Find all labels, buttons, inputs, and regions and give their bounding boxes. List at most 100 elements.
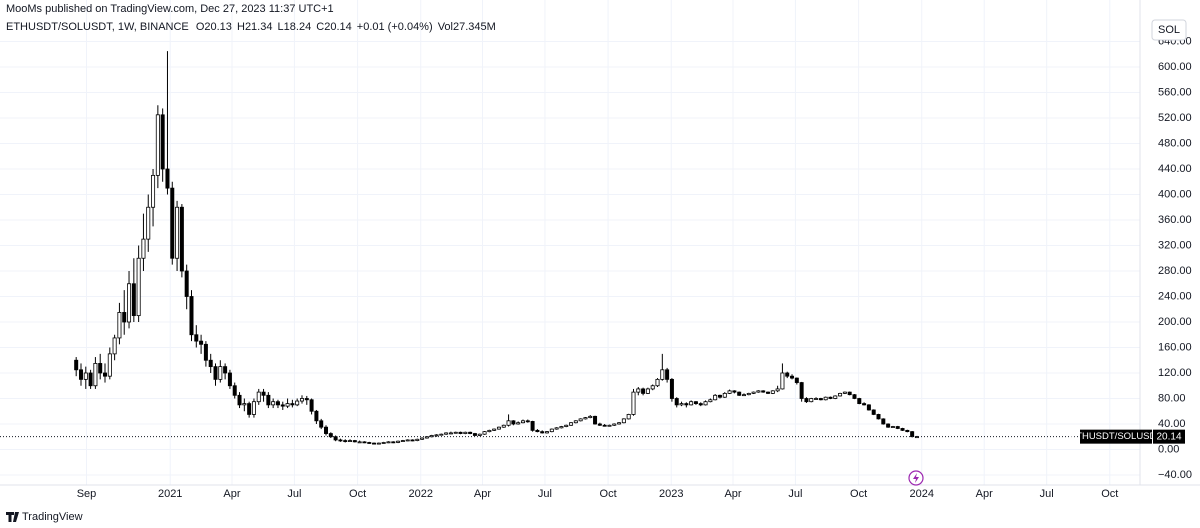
candle-body <box>103 372 108 377</box>
y-tick-label: 160.00 <box>1158 341 1192 353</box>
candle-body <box>453 431 458 434</box>
candle-body <box>573 420 578 424</box>
candle-body <box>602 424 607 427</box>
axes: −40.00 0.00 40.00 80.00 120.00 160.00 200.00 24… <box>0 0 1200 500</box>
candle-body <box>588 415 593 419</box>
candle-body <box>208 359 213 368</box>
candle-body <box>290 403 295 406</box>
candle-body <box>271 401 276 406</box>
candle-body <box>112 337 117 355</box>
high-label: H <box>237 21 245 33</box>
candle-body <box>400 440 405 442</box>
candle-body <box>862 403 867 406</box>
candle-body <box>439 433 444 436</box>
candle-body <box>280 404 285 407</box>
y-tick-label: 480.00 <box>1158 137 1192 149</box>
candle-body <box>314 410 319 422</box>
candle-body <box>910 431 915 438</box>
y-tick-label: 560.00 <box>1158 86 1192 98</box>
y-tick-label: 600.00 <box>1158 61 1192 73</box>
candle-body <box>429 435 434 438</box>
candle-body <box>554 427 559 430</box>
candle-body <box>247 403 252 415</box>
candle-body <box>251 401 256 415</box>
candle-body <box>886 423 891 428</box>
candle-body <box>578 418 583 422</box>
candle-body <box>175 206 180 259</box>
candle-body <box>304 398 309 401</box>
candle-body <box>256 391 261 403</box>
y-tick-label: 80.00 <box>1158 392 1186 404</box>
candle-body <box>732 390 737 393</box>
currency-button-label[interactable]: SOL <box>1158 24 1180 36</box>
price-tag-name: ETHUSDT/SOLUSDT <box>1070 431 1163 442</box>
candle-body <box>333 436 338 441</box>
candle-body <box>626 414 631 420</box>
candle-body <box>448 432 453 435</box>
y-tick-label: 200.00 <box>1158 316 1192 328</box>
candle-body <box>122 312 127 323</box>
x-tick-label: Jul <box>287 488 301 500</box>
candle-body <box>184 270 189 297</box>
candle-body <box>641 388 646 394</box>
candle-body <box>458 431 463 434</box>
currency-button[interactable] <box>1151 19 1187 41</box>
candle-body <box>866 404 871 411</box>
candle-body <box>343 440 348 442</box>
candle-body <box>420 437 425 440</box>
candle-body <box>410 439 415 442</box>
candle-body <box>463 431 468 434</box>
candle-body <box>516 422 521 425</box>
candle-body <box>275 401 280 406</box>
candle-body <box>338 439 343 442</box>
change: +0.01 (+0.04%) <box>357 21 433 33</box>
candle-body <box>415 438 420 441</box>
x-tick-label: Oct <box>600 488 617 500</box>
candle-body <box>717 394 722 398</box>
candle-body <box>141 238 146 259</box>
y-tick-label: 400.00 <box>1158 188 1192 200</box>
candle-body <box>496 426 501 430</box>
candle-body <box>194 334 199 342</box>
candle-body <box>876 414 881 420</box>
candle-body <box>655 378 660 387</box>
close-value: 20.14 <box>324 21 352 33</box>
candle-body <box>569 422 574 426</box>
candle-body <box>842 391 847 394</box>
candle-body <box>501 424 506 428</box>
candle-body <box>348 440 353 442</box>
candle-body <box>905 429 910 433</box>
candle-body <box>232 385 237 396</box>
candle-body <box>669 378 674 399</box>
candle-body <box>376 442 381 445</box>
candles <box>0 51 1140 445</box>
candle-body <box>299 398 304 402</box>
candle-body <box>261 391 266 396</box>
candle-body <box>775 388 780 392</box>
x-tick-label: Apr <box>223 488 240 500</box>
candle-body <box>396 440 401 443</box>
open-label: O <box>196 21 205 33</box>
candle-body <box>838 392 843 397</box>
symbol-line: ETHUSDT/SOLUSDT, 1W, BINANCE <box>6 21 189 33</box>
candle-body <box>540 431 545 434</box>
candle-body <box>790 375 795 379</box>
volume-label: Vol <box>438 21 453 33</box>
candle-body <box>170 187 175 259</box>
candle-body <box>674 398 679 406</box>
brand-name: TradingView <box>22 511 83 523</box>
candle-body <box>593 415 598 425</box>
candle-body <box>352 440 357 443</box>
candle-body <box>833 395 838 399</box>
candle-body <box>155 114 160 176</box>
y-tick-label: 40.00 <box>1158 418 1186 430</box>
y-tick-label: 320.00 <box>1158 239 1192 251</box>
volume-value: 27.345M <box>453 21 496 33</box>
candle-body <box>780 372 785 390</box>
candle-body <box>737 391 742 396</box>
candle-body <box>506 420 511 426</box>
candle-body <box>607 424 612 427</box>
open-value: 20.13 <box>204 21 232 33</box>
candle-body <box>785 372 790 377</box>
candle-body <box>391 441 396 444</box>
